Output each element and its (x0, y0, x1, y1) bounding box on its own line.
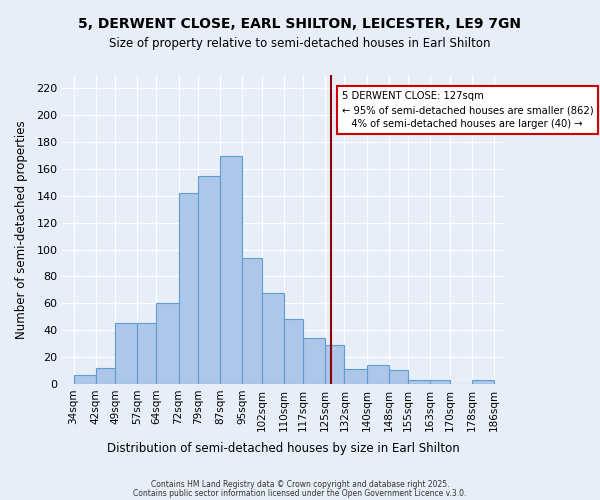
Text: Size of property relative to semi-detached houses in Earl Shilton: Size of property relative to semi-detach… (109, 38, 491, 51)
Bar (344, 369, 367, 384)
Y-axis label: Number of semi-detached properties: Number of semi-detached properties (15, 120, 28, 339)
Bar (367, 365, 389, 384)
Bar (198, 176, 220, 384)
Bar (157, 304, 179, 384)
Bar (303, 338, 325, 384)
Bar (472, 380, 494, 384)
Bar (95, 368, 115, 384)
Bar (262, 292, 284, 384)
Bar (430, 380, 449, 384)
Bar (389, 370, 408, 384)
Text: 5 DERWENT CLOSE: 127sqm
← 95% of semi-detached houses are smaller (862)
   4% of: 5 DERWENT CLOSE: 127sqm ← 95% of semi-de… (342, 91, 593, 129)
Bar (284, 320, 303, 384)
Text: Contains HM Land Registry data © Crown copyright and database right 2025.: Contains HM Land Registry data © Crown c… (151, 480, 449, 489)
Bar (74, 374, 95, 384)
Bar (325, 345, 344, 384)
Bar (179, 193, 198, 384)
Bar (137, 324, 157, 384)
Bar (408, 380, 430, 384)
Text: Contains public sector information licensed under the Open Government Licence v.: Contains public sector information licen… (133, 489, 467, 498)
Bar (220, 156, 242, 384)
Text: 5, DERWENT CLOSE, EARL SHILTON, LEICESTER, LE9 7GN: 5, DERWENT CLOSE, EARL SHILTON, LEICESTE… (79, 18, 521, 32)
Bar (115, 324, 137, 384)
X-axis label: Distribution of semi-detached houses by size in Earl Shilton: Distribution of semi-detached houses by … (107, 442, 460, 455)
Bar (242, 258, 262, 384)
